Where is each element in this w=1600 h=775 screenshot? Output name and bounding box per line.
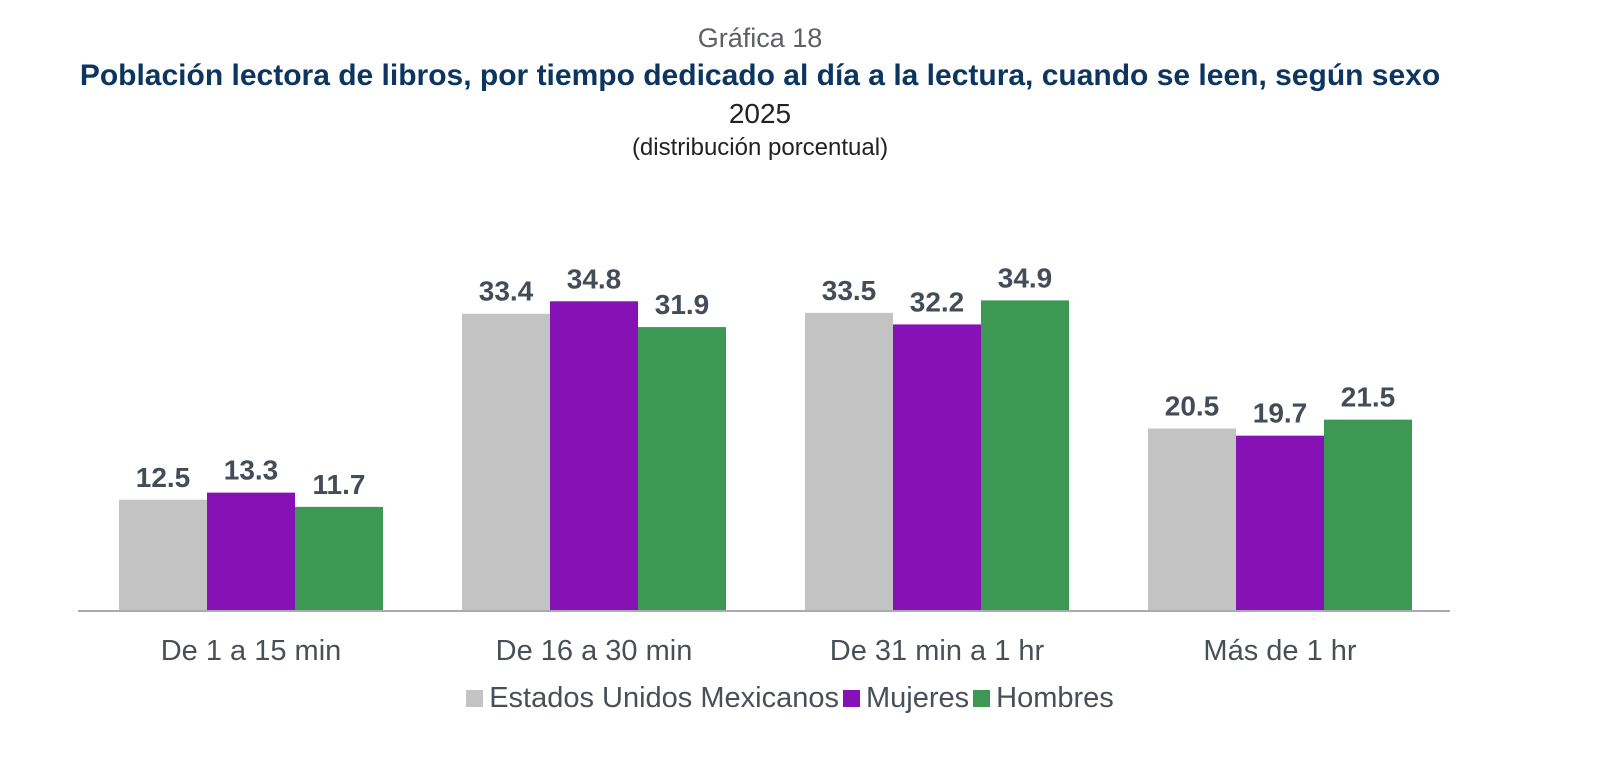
category-label: De 16 a 30 min (496, 635, 693, 667)
bar-hombres-4 (1324, 419, 1412, 611)
bar-total-1 (119, 499, 207, 611)
legend-swatch (842, 690, 860, 707)
value-label: 31.9 (655, 289, 710, 320)
figure-number: Gráfica 18 (697, 23, 823, 53)
value-labels-group: 12.5 13.3 11.7 33.4 34.8 31.9 33.5 32.2 34.9 20.5… (136, 262, 1396, 499)
value-label: 13.3 (224, 455, 279, 486)
chart-header: Gráfica 18 Población lectora de libros, … (0, 20, 1520, 164)
category-label: De 1 a 15 min (161, 635, 342, 667)
value-label: 32.2 (910, 286, 965, 317)
legend-item: Hombres (973, 682, 1114, 715)
legend-swatch (466, 690, 484, 707)
bar-hombres-1 (295, 506, 383, 611)
legend-label: Estados Unidos Mexicanos (489, 682, 839, 714)
value-label: 33.4 (479, 276, 534, 307)
category-labels-group: De 1 a 15 min De 16 a 30 min De 31 min a 1… (161, 635, 1357, 667)
bar-mujeres-4 (1236, 435, 1324, 611)
value-label: 12.5 (136, 462, 191, 493)
chart-unit: (distribución porcentual) (631, 134, 889, 161)
bar-total-2 (462, 313, 550, 611)
value-label: 34.9 (998, 262, 1053, 293)
bars-group (119, 300, 1412, 611)
legend-label: Hombres (996, 682, 1114, 714)
legend-item: Estados Unidos Mexicanos (466, 682, 839, 715)
value-label: 20.5 (1165, 391, 1220, 422)
legend-item: Mujeres (842, 682, 970, 715)
chart-subtitle: 2025 (728, 98, 792, 129)
value-label: 21.5 (1341, 382, 1396, 413)
bar-mujeres-1 (207, 492, 295, 611)
bar-mujeres-2 (550, 301, 638, 611)
value-label: 11.7 (313, 469, 366, 500)
value-label: 19.7 (1253, 398, 1308, 429)
value-label: 33.5 (822, 275, 877, 306)
bar-total-3 (805, 312, 893, 611)
category-label: Más de 1 hr (1203, 635, 1356, 667)
bar-hombres-2 (638, 327, 726, 611)
legend-label: Mujeres (865, 682, 970, 714)
legend: Estados Unidos Mexicanos Mujeres Hombres (0, 682, 1580, 715)
bar-total-4 (1148, 428, 1236, 611)
value-label: 34.8 (567, 263, 622, 294)
bar-mujeres-3 (893, 324, 981, 611)
chart-title: Población lectora de libros, por tiempo … (79, 59, 1441, 92)
bar-hombres-3 (981, 300, 1069, 611)
legend-swatch (973, 690, 991, 707)
category-label: De 31 min a 1 hr (830, 635, 1045, 667)
